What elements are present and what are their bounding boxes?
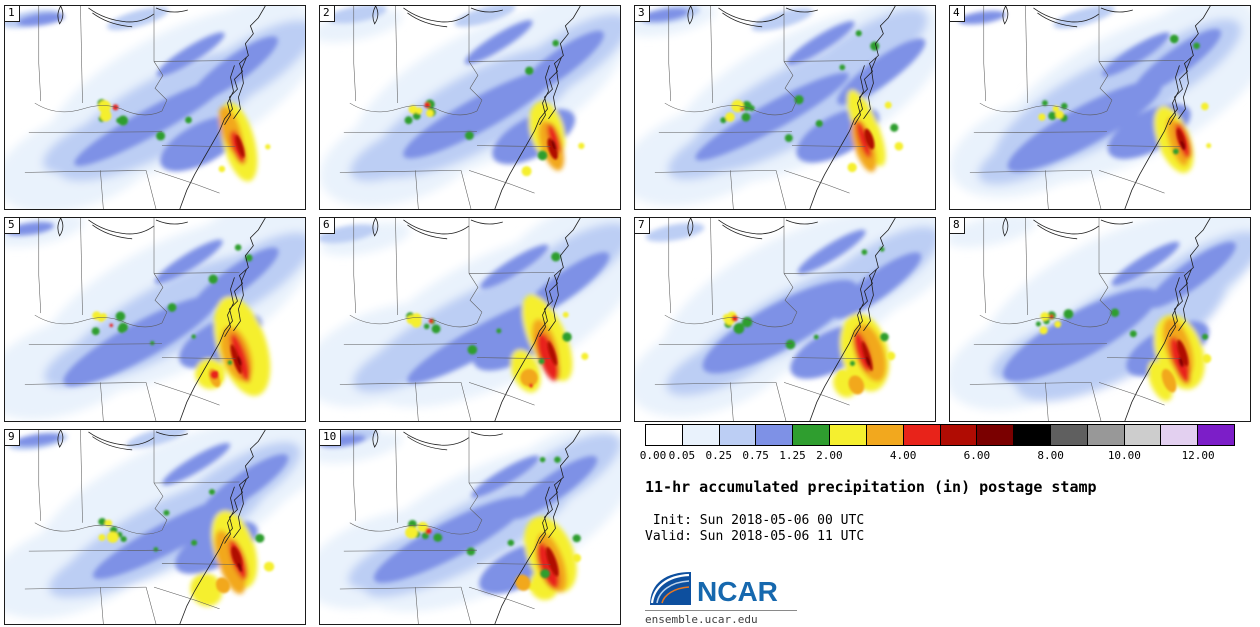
colorbar-segment [1198,425,1234,445]
colorbar-tick: 8.00 [1037,449,1064,462]
member-number-label: 7 [635,218,650,234]
init-time-label: Init: Sun 2018-05-06 00 UTC [645,513,865,528]
colorbar-tick: 12.00 [1181,449,1215,462]
precip-map [320,218,620,421]
figure-title: 11-hr accumulated precipitation (in) pos… [645,478,1097,496]
ensemble-panel: 4 [949,5,1251,210]
map-geography-lines [339,430,581,624]
colorbar-segment [830,425,867,445]
ensemble-panel: 2 [319,5,621,210]
ncar-logo-emblem [650,572,691,605]
colorbar-segment [1087,425,1125,445]
map-geography-lines [339,218,581,421]
ensemble-panel: 5 [4,217,306,422]
colorbar-segment [1050,425,1088,445]
precip-map [5,218,305,421]
ensemble-panel: 10 [319,429,621,625]
precip-map [635,218,935,421]
ncar-logo-swoosh-white [650,573,690,604]
member-number-label: 3 [635,6,650,22]
member-number-label: 4 [950,6,965,22]
colorbar-segment [977,425,1015,445]
precip-map [5,430,305,624]
precip-map [635,6,935,209]
ensemble-panel: 9 [4,429,306,625]
ncar-branding: NCAR ensemble.ucar.edu [645,568,797,626]
colorbar-tick: 10.00 [1107,449,1141,462]
colorbar-segment [866,425,904,445]
precip-map [5,6,305,209]
legend-block: 0.00 0.05 0.25 0.75 1.25 2.00 4.00 6.00 8.00 10.0… [640,424,1235,626]
colorbar-segment [1161,425,1199,445]
map-geography-lines [654,6,896,209]
member-number-label: 10 [320,430,342,446]
map-geography-lines [654,218,896,421]
colorbar-segment [1014,425,1051,445]
ncar-logo: NCAR [650,572,778,607]
ensemble-panel: 3 [634,5,936,210]
member-number-label: 2 [320,6,335,22]
colorbar-segment [756,425,794,445]
member-number-label: 1 [5,6,20,22]
colorbar-tick: 0.05 [668,449,696,462]
colorbar-segment [903,425,941,445]
map-geography-lines [339,6,581,209]
colorbar-tick-labels: 0.00 0.05 0.25 0.75 1.25 2.00 4.00 6.00 8.00 10.0… [640,449,1235,462]
colorbar-tick: 0.75 [742,449,769,462]
ensemble-panel: 7 [634,217,936,422]
member-number-label: 5 [5,218,20,234]
map-geography-lines [969,6,1211,209]
colorbar-segment [940,425,978,445]
colorbar-tick: 0.00 [639,449,667,462]
map-geography-lines [24,6,266,209]
colorbar-tick: 6.00 [963,449,991,462]
map-geography-lines [24,430,266,624]
ncar-logo-swoosh-orange [661,586,690,604]
colorbar-tick: 4.00 [889,449,917,462]
colorbar-segment [646,425,683,445]
map-geography-lines [24,218,266,421]
ensemble-panel: 6 [319,217,621,422]
precip-map [320,6,620,209]
ensemble-panel: 8 [949,217,1251,422]
precip-map [950,218,1250,421]
valid-time-label: Valid: Sun 2018-05-06 11 UTC [645,529,865,544]
colorbar-tick: 2.00 [816,449,843,462]
colorbar-segment [682,425,720,445]
member-number-label: 6 [320,218,335,234]
colorbar-segment [1124,425,1162,445]
ensemble-panel: 1 [4,5,306,210]
colorbar-tick: 0.25 [705,449,733,462]
map-geography-lines [969,218,1211,421]
colorbar [645,424,1235,446]
member-number-label: 8 [950,218,965,234]
precip-map [950,6,1250,209]
colorbar-segment [719,425,757,445]
precip-map [320,430,620,624]
member-number-label: 9 [5,430,20,446]
ncar-wordmark: NCAR [697,576,778,607]
colorbar-segment [793,425,831,445]
site-url: ensemble.ucar.edu [645,610,797,626]
colorbar-tick: 1.25 [779,449,806,462]
ncar-logo-swoosh-lightblue [656,580,690,604]
